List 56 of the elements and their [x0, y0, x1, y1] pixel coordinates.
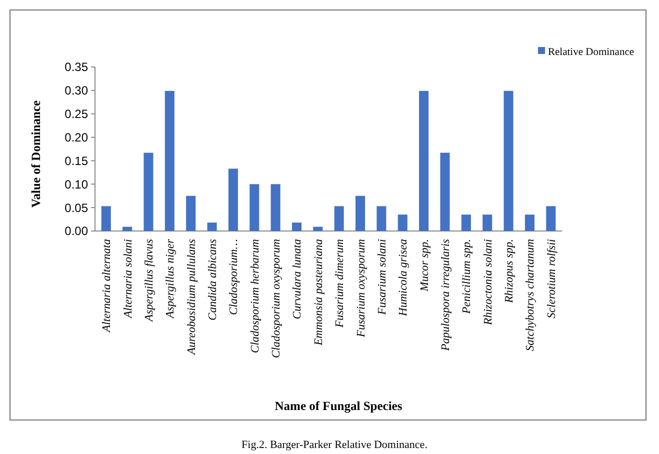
bar [440, 152, 450, 231]
x-tick-label: Cladosporium… [228, 239, 240, 316]
bar [524, 214, 534, 231]
x-tick-label: Fusarium dimerum [334, 239, 346, 328]
bar [186, 196, 196, 231]
x-tick-label: Fusarium solani [376, 239, 388, 316]
x-tick-label: Alternaria solani [122, 239, 134, 319]
bar [292, 222, 302, 231]
x-tick-label: Rhizopus spp. [504, 239, 516, 304]
bar [376, 206, 386, 231]
x-tick-label: Cladosporium herbarum [249, 239, 262, 354]
bar [144, 152, 154, 231]
x-tick-label: Cladosporium oxysporum [270, 239, 283, 358]
bar [164, 90, 174, 231]
x-tick-label: Rhizoctonia solani [482, 239, 494, 326]
x-tick-label: Candida albicans [207, 238, 220, 320]
bar [207, 222, 217, 231]
y-tick-label: 0.25 [64, 107, 88, 122]
bar [334, 206, 344, 231]
bar [270, 184, 280, 231]
y-tick-label: 0.30 [64, 84, 88, 98]
x-tick-label: Emmonsia pasteuriana [312, 238, 325, 346]
y-tick-label: 0.20 [64, 130, 88, 144]
legend-label: Relative Dominance [548, 47, 634, 58]
x-tick-label: Aureobasidium pullulans [186, 238, 198, 356]
bar [482, 214, 492, 231]
x-tick-label: Alternaria alternata [101, 238, 114, 333]
bar [313, 226, 323, 231]
y-axis-title: Value of Dominance [29, 100, 43, 208]
x-tick-label: Aspergillus niger [164, 238, 177, 320]
bar [398, 214, 408, 231]
x-tick-label: Curvulara lunata [292, 238, 304, 320]
x-tick-label: Sclerotium rolfsii [546, 239, 558, 318]
bar [250, 184, 260, 231]
x-tick-label: Fusarium oxysporum [355, 239, 368, 338]
bar [122, 226, 132, 231]
bar [504, 90, 514, 231]
x-tick-label: Mucor spp. [418, 239, 431, 292]
y-tick-label: 0.05 [64, 200, 88, 215]
bar [228, 168, 238, 231]
x-tick-label: Humicola grisea [398, 238, 410, 317]
bar [419, 90, 429, 231]
x-tick-label: Penicillium spp. [461, 239, 474, 315]
bar [546, 206, 556, 231]
bar [101, 206, 111, 231]
y-tick-label: 0.10 [64, 177, 88, 192]
x-tick-label: Papulospora irregularis [440, 238, 452, 352]
x-tick-label: Aspergillus flavus [143, 238, 156, 322]
y-tick-label: 0.00 [64, 224, 88, 238]
y-tick-label: 0.15 [64, 154, 88, 168]
caption: Fig.2. Barger-Parker Relative Dominance. [242, 439, 428, 451]
bar [461, 214, 471, 231]
bar [356, 196, 366, 231]
x-axis-title: Name of Fungal Species [274, 399, 402, 413]
y-tick-label: 0.35 [64, 60, 88, 74]
x-tick-label: Satchybotrys chartanum [524, 239, 537, 352]
